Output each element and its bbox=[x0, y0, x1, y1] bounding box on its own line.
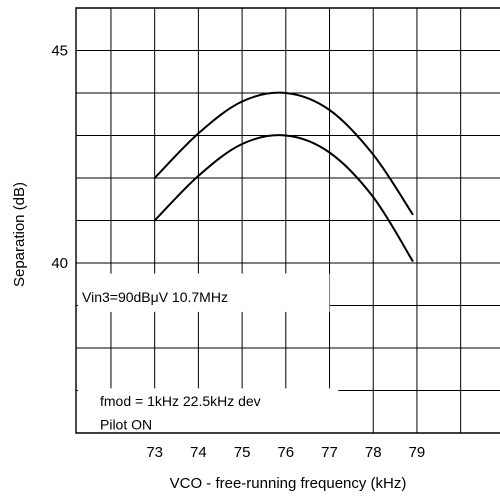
annotation-box-fmod bbox=[78, 388, 339, 446]
annotation-input-condition: Vin3=90dBμV 10.7MHz bbox=[82, 289, 228, 305]
series-line-upper bbox=[153, 91, 414, 216]
x-tick-label: 79 bbox=[409, 444, 426, 461]
x-tick-label: 76 bbox=[277, 444, 294, 461]
series-group bbox=[153, 91, 414, 262]
annotation-fmod: fmod = 1kHz 22.5kHz dev bbox=[100, 393, 261, 409]
x-tick-label: 73 bbox=[146, 444, 163, 461]
annotation-pilot: Pilot ON bbox=[100, 417, 152, 433]
x-axis-title: VCO - free-running frequency (kHz) bbox=[170, 475, 407, 492]
x-tick-label: 78 bbox=[365, 444, 382, 461]
x-tick-label: 74 bbox=[190, 444, 207, 461]
x-tick-label: 75 bbox=[234, 444, 251, 461]
y-axis-title: Separation (dB) bbox=[11, 182, 28, 287]
y-tick-label: 40 bbox=[51, 255, 68, 272]
series-line-lower bbox=[153, 134, 414, 262]
x-tick-label: 77 bbox=[321, 444, 338, 461]
grid bbox=[76, 8, 500, 433]
y-tick-label: 45 bbox=[51, 43, 68, 60]
plot-frame bbox=[75, 7, 500, 434]
annotation-box-vin bbox=[78, 273, 330, 312]
annotation-boxes bbox=[78, 273, 339, 446]
